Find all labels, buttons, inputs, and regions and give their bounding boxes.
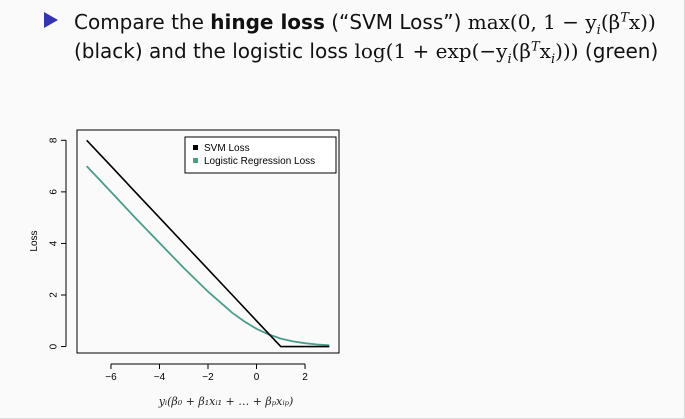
chart-lines (86, 139, 330, 348)
hinge-formula: max(0, 1 − yi(βTx)) (467, 10, 656, 37)
hinge-loss-term: hinge loss (210, 10, 325, 34)
logistic-x: x (539, 39, 551, 63)
logistic-loss-line (86, 165, 330, 347)
green-text: (green) (584, 39, 659, 63)
black-and-text: (black) and the logistic loss (74, 39, 349, 63)
y-tick-label: 2 (49, 292, 60, 298)
legend: SVM Loss Logistic Regression Loss (184, 136, 337, 174)
y-tick-label: 4 (49, 240, 60, 246)
hinge-beta: (β (600, 10, 621, 34)
svm-loss-line (86, 139, 330, 348)
logistic-beta: (β (511, 39, 531, 63)
bullet-line-2: (black) and the logistic loss log(1 + ex… (74, 37, 674, 66)
legend-box (184, 136, 337, 174)
hinge-sub-i: i (596, 23, 601, 38)
y-tick-label: 6 (49, 189, 60, 195)
x-tick-label: 0 (254, 372, 260, 383)
chart-axes: −6 −4 −2 0 2 0 2 4 6 8 (49, 137, 309, 383)
logistic-formula-tail: ))) (555, 39, 579, 63)
y-tick-label: 0 (49, 343, 60, 349)
logistic-formula-head: log(1 + exp(−y (354, 39, 508, 63)
y-axis-label: Loss (29, 230, 40, 251)
svm-loss-quote: (“SVM Loss”) (331, 10, 462, 34)
bullet-text: Compare the hinge loss (“SVM Loss”) max(… (74, 8, 674, 66)
legend-swatch-svm (193, 145, 198, 150)
bullet-triangle-icon (44, 12, 58, 28)
legend-swatch-logistic (193, 158, 198, 163)
bullet-line-1: Compare the hinge loss (“SVM Loss”) max(… (74, 8, 674, 37)
legend-label-svm: SVM Loss (204, 143, 250, 154)
x-tick-label: −4 (154, 372, 166, 383)
hinge-formula-tail: x)) (628, 10, 656, 34)
y-tick-label: 8 (49, 137, 60, 143)
x-axis-label: yᵢ(β₀ + β₁xᵢ₁ + … + βₚxᵢₚ) (158, 395, 294, 408)
compare-text: Compare the (74, 10, 204, 34)
logistic-sub-i-2: i (550, 52, 556, 67)
legend-label-logistic: Logistic Regression Loss (204, 156, 315, 167)
logistic-sup-t: T (531, 39, 540, 55)
hinge-sup-t: T (620, 10, 629, 26)
x-tick-label: −2 (202, 372, 214, 383)
hinge-formula-head: max(0, 1 − y (467, 10, 597, 34)
plot-frame (76, 129, 340, 354)
x-tick-label: 2 (302, 372, 308, 383)
x-tick-label: −6 (105, 372, 117, 383)
logistic-sub-i: i (507, 52, 512, 67)
logistic-formula: log(1 + exp(−yi(βTxi))) (354, 39, 579, 66)
